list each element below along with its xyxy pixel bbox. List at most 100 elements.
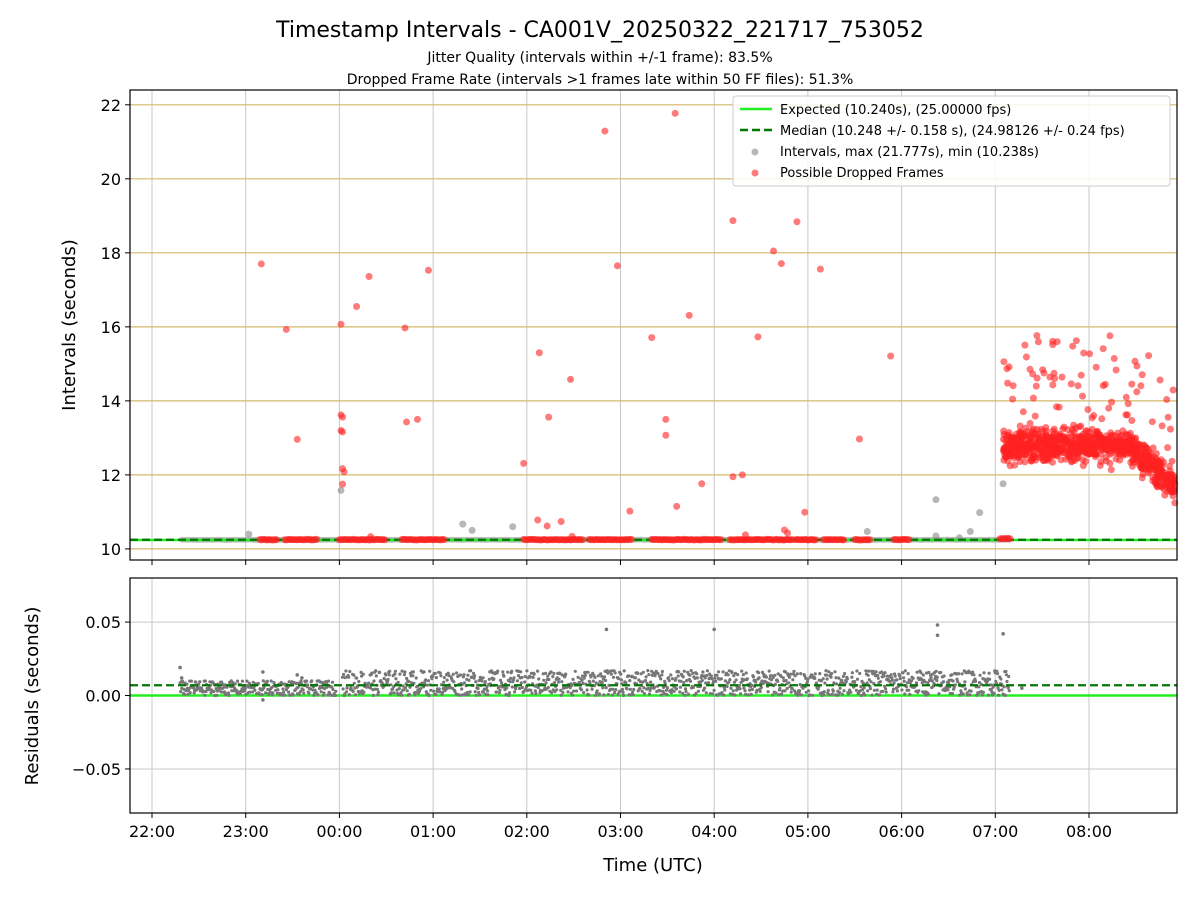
residual-point xyxy=(864,669,868,673)
intervals-y-tick-label: 16 xyxy=(101,318,121,337)
dropped-frame-point xyxy=(1007,451,1015,459)
dropped-frame-point xyxy=(784,529,792,537)
dropped-frame-point xyxy=(741,531,749,539)
residual-point xyxy=(823,681,827,685)
dropped-frame-point xyxy=(413,415,421,423)
residual-point xyxy=(776,679,780,684)
residual-point xyxy=(895,678,899,682)
residual-point xyxy=(813,672,817,676)
residual-point xyxy=(359,670,363,675)
residual-point xyxy=(310,679,314,683)
residual-point xyxy=(1002,685,1006,689)
residual-point xyxy=(344,690,349,694)
residual-point xyxy=(333,693,337,698)
residual-point xyxy=(689,669,693,673)
residual-point xyxy=(396,680,400,685)
dropped-frame-point xyxy=(1099,382,1107,390)
residual-point xyxy=(723,688,727,692)
x-tick-label: 08:00 xyxy=(1066,822,1112,841)
dropped-frame-point xyxy=(1143,461,1150,469)
dropped-frame-point xyxy=(1018,433,1026,441)
residual-point xyxy=(559,693,563,697)
residual-point xyxy=(373,687,377,691)
residual-point xyxy=(667,679,671,683)
residual-point xyxy=(658,689,662,693)
residual-point xyxy=(988,677,992,681)
residual-point xyxy=(670,677,675,681)
dropped-frame-point xyxy=(1133,448,1141,456)
residual-point xyxy=(209,691,213,695)
residual-point xyxy=(547,677,551,682)
residual-point xyxy=(388,669,392,673)
dropped-frame-point xyxy=(777,260,785,268)
interval-point xyxy=(976,509,984,517)
residual-point xyxy=(1007,674,1011,679)
residual-point xyxy=(633,676,638,680)
residual-point xyxy=(644,675,648,679)
residual-point xyxy=(498,688,502,692)
residual-point xyxy=(512,676,516,680)
residual-point xyxy=(403,686,408,690)
residual-point xyxy=(240,679,245,683)
residual-point xyxy=(732,674,736,678)
dropped-frame-point xyxy=(381,536,389,544)
residual-point xyxy=(1004,673,1009,677)
chart-subtitle-dropped-rate: Dropped Frame Rate (intervals >1 frames … xyxy=(347,72,854,88)
residual-point xyxy=(649,680,653,684)
residual-point xyxy=(469,669,473,673)
residual-point xyxy=(787,675,792,679)
dropped-frame-point xyxy=(729,473,737,481)
interval-point xyxy=(932,496,940,504)
residual-point xyxy=(534,691,538,696)
dropped-frame-point xyxy=(1039,366,1047,374)
residual-point xyxy=(780,692,784,696)
residual-point xyxy=(710,692,715,696)
residual-point xyxy=(844,680,848,684)
residual-point xyxy=(417,689,422,693)
interval-point xyxy=(468,526,476,534)
dropped-frame-point xyxy=(1096,431,1104,439)
residual-point xyxy=(730,671,734,675)
residual-point xyxy=(771,676,775,680)
residual-point xyxy=(790,687,794,691)
dropped-frame-point xyxy=(339,480,347,488)
residual-point xyxy=(884,690,888,694)
residual-point xyxy=(825,673,829,677)
residual-point xyxy=(688,673,692,677)
residual-point xyxy=(230,689,234,693)
dropped-frame-point xyxy=(401,324,409,332)
dropped-frame-point xyxy=(1090,412,1098,419)
dropped-frame-point xyxy=(1032,382,1040,390)
residual-point xyxy=(963,687,968,691)
x-tick-label: 06:00 xyxy=(879,822,925,841)
residual-point xyxy=(185,682,189,686)
residual-point xyxy=(319,690,323,694)
residual-point xyxy=(891,687,896,691)
dropped-frame-point xyxy=(738,471,746,479)
residual-point xyxy=(508,680,512,684)
x-tick-label: 23:00 xyxy=(223,822,269,841)
intervals-legend: Expected (10.240s), (25.00000 fps) Media… xyxy=(732,95,1171,187)
residual-point xyxy=(869,680,873,684)
residual-point xyxy=(198,680,202,684)
dropped-frame-point xyxy=(671,109,679,117)
dropped-frame-point xyxy=(1039,451,1047,459)
residual-point xyxy=(757,676,761,680)
residual-point xyxy=(393,672,397,676)
dropped-frame-point xyxy=(579,536,587,544)
dropped-frame-point xyxy=(1106,332,1114,340)
residual-point xyxy=(627,674,631,678)
dropped-frame-point xyxy=(337,320,345,328)
dropped-frame-point xyxy=(257,260,265,268)
residual-point xyxy=(587,693,591,697)
residual-point xyxy=(523,675,527,679)
residual-point xyxy=(704,691,708,695)
residual-point xyxy=(767,669,771,673)
residual-point xyxy=(253,688,257,692)
residual-point xyxy=(531,675,535,680)
residual-point xyxy=(778,686,782,690)
residual-point xyxy=(744,671,748,675)
residual-point xyxy=(502,674,506,678)
residual-point xyxy=(1007,689,1011,693)
residual-point xyxy=(507,693,511,698)
